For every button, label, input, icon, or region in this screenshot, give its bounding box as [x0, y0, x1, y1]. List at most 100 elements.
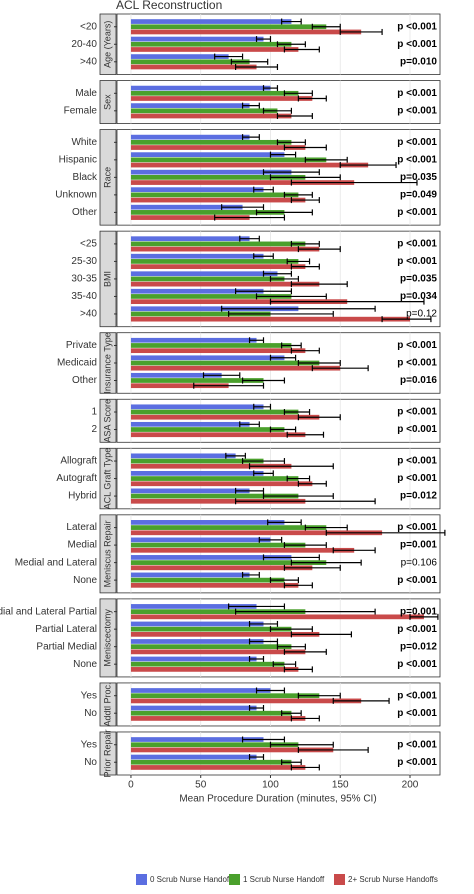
bar — [130, 555, 292, 560]
error-bar — [241, 377, 286, 384]
error-bar — [248, 754, 265, 761]
error-bar — [283, 409, 311, 416]
category-label: Hybrid — [68, 491, 97, 502]
error-bar — [286, 431, 325, 438]
bar — [130, 705, 257, 711]
error-bar — [230, 58, 269, 65]
error-bar — [325, 529, 446, 536]
p-value: p <0.001 — [397, 39, 437, 50]
error-bar — [276, 643, 306, 650]
bar — [130, 688, 271, 693]
error-bar — [290, 281, 348, 288]
p-value: p <0.001 — [397, 154, 437, 165]
category-label: None — [73, 659, 97, 670]
error-bar — [253, 470, 274, 477]
error-bar — [290, 240, 320, 247]
category-label: 2 — [91, 424, 97, 435]
error-bar — [258, 536, 283, 543]
x-tick-label: 200 — [402, 780, 419, 791]
error-bar — [221, 305, 376, 312]
error-bar — [290, 559, 362, 566]
error-bar — [381, 316, 432, 323]
category-label: Partial Medial — [36, 641, 97, 652]
p-value: p <0.001 — [397, 424, 437, 435]
bar — [130, 737, 264, 742]
bar — [130, 253, 264, 259]
legend-swatch — [334, 874, 345, 885]
error-bar — [255, 293, 327, 300]
strip-label: Meniscectomy — [102, 609, 112, 667]
bar — [130, 276, 285, 282]
bar — [130, 759, 292, 765]
bar — [130, 85, 271, 91]
p-value: p <0.001 — [397, 21, 437, 32]
bar — [130, 656, 257, 662]
bar — [130, 294, 292, 299]
bar — [130, 404, 264, 410]
error-bar — [253, 253, 274, 260]
category-label: 20-40 — [71, 39, 97, 50]
p-value: p <0.001 — [397, 456, 437, 467]
legend-label: 0 Scrub Nurse Handoffs — [150, 875, 235, 884]
error-bar — [297, 480, 327, 487]
bar — [130, 306, 299, 312]
category-label: Male — [75, 88, 97, 99]
error-bar — [193, 382, 265, 389]
bar — [130, 577, 285, 583]
bar — [130, 493, 299, 499]
category-label: Allograft — [60, 456, 97, 467]
p-value: p <0.001 — [397, 340, 437, 351]
bar — [130, 41, 292, 47]
panel-strip — [99, 682, 117, 727]
bar — [130, 572, 250, 578]
error-bar — [214, 53, 244, 60]
bar — [130, 432, 306, 438]
error-bar — [269, 151, 297, 158]
error-bar — [255, 209, 313, 216]
p-value: p <0.001 — [397, 407, 437, 418]
bar — [130, 299, 348, 305]
error-bar — [239, 421, 260, 428]
p-value: p <0.001 — [397, 137, 437, 148]
error-bar — [286, 475, 311, 482]
error-bar — [297, 359, 341, 366]
strip-label: Insurance Type — [102, 332, 112, 393]
bar — [130, 604, 257, 609]
bar — [130, 241, 306, 247]
error-bar — [276, 41, 306, 48]
bar — [130, 316, 411, 322]
p-value: p=0.012 — [400, 491, 437, 502]
p-value: p <0.001 — [397, 757, 437, 768]
bar — [130, 47, 299, 52]
error-bar — [281, 759, 302, 766]
bar — [130, 192, 299, 198]
panel-strip — [99, 598, 117, 678]
error-bar — [269, 577, 299, 584]
error-bar — [283, 90, 313, 97]
error-bar — [297, 95, 327, 102]
bar — [130, 348, 306, 354]
strip-label: ACL Graft Type — [102, 448, 112, 510]
category-label: Hispanic — [59, 154, 97, 165]
bar — [130, 582, 299, 588]
bar — [130, 716, 306, 721]
error-bar — [269, 741, 334, 748]
error-bar — [234, 63, 279, 70]
p-value: p=0.001 — [400, 606, 437, 617]
panel-strip — [99, 80, 117, 124]
bar — [130, 59, 250, 65]
category-label: Female — [64, 105, 98, 116]
bar — [130, 765, 306, 770]
error-bar — [290, 715, 320, 722]
error-bar — [241, 134, 260, 141]
p-value: p <0.001 — [397, 522, 437, 533]
p-value: p=0.035 — [400, 274, 437, 285]
bar — [130, 215, 250, 220]
error-bar — [262, 169, 320, 176]
error-bar — [290, 631, 353, 638]
category-label: Partial Lateral — [35, 624, 97, 635]
category-label: Other — [72, 375, 98, 386]
p-value: p=0.106 — [401, 557, 438, 568]
p-value: p <0.001 — [397, 473, 437, 484]
bar — [130, 197, 306, 203]
